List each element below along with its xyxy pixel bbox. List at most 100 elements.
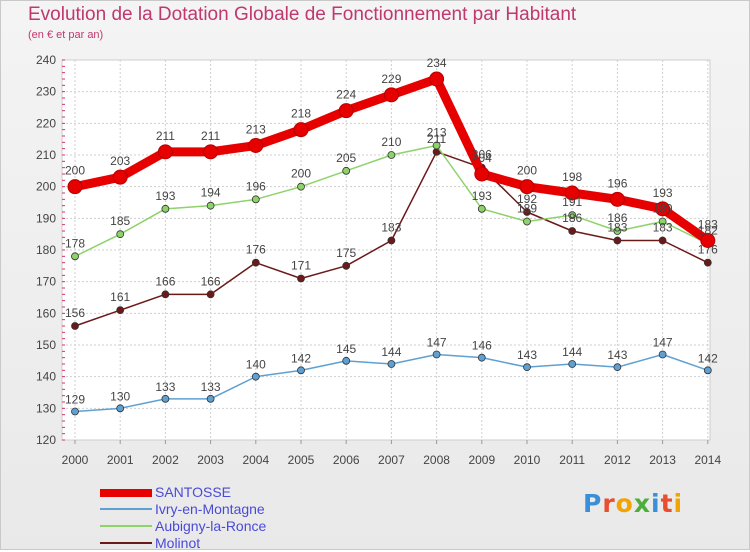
data-point [203, 144, 219, 160]
logo-letter: i [651, 489, 661, 518]
data-point [429, 71, 445, 87]
data-point [700, 233, 716, 248]
data-point [613, 236, 622, 245]
x-tick-label: 2010 [514, 453, 541, 467]
data-point [477, 353, 486, 362]
x-tick-label: 2003 [197, 453, 224, 467]
data-point [613, 363, 622, 372]
y-tick-label: 120 [36, 433, 56, 447]
data-label: 200 [517, 164, 537, 178]
data-label: 194 [201, 186, 221, 200]
data-label: 193 [472, 189, 492, 203]
data-label: 189 [653, 202, 673, 216]
data-label: 147 [653, 336, 673, 350]
x-tick-label: 2012 [604, 453, 631, 467]
data-label: 156 [65, 306, 85, 320]
logo-letter: r [602, 489, 616, 518]
data-label: 193 [653, 186, 673, 200]
data-point [206, 201, 215, 210]
data-label: 192 [517, 192, 537, 206]
data-label: 203 [110, 154, 130, 168]
data-label: 144 [562, 345, 582, 359]
data-point [568, 360, 577, 368]
y-tick-label: 190 [36, 211, 56, 225]
data-point [519, 179, 535, 195]
data-label: 140 [246, 358, 266, 372]
data-point [523, 208, 531, 216]
data-point [342, 166, 351, 175]
data-label: 206 [472, 148, 492, 162]
data-point [116, 404, 125, 413]
logo-letter: o [615, 489, 634, 518]
x-tick-label: 2008 [423, 453, 450, 467]
data-label: 142 [291, 351, 311, 365]
data-label: 198 [562, 170, 582, 184]
data-label: 213 [427, 126, 447, 140]
data-point [477, 204, 486, 213]
x-tick-label: 2005 [288, 453, 315, 467]
logo-letter: x [633, 489, 651, 518]
data-label: 166 [155, 274, 175, 288]
data-point [251, 372, 260, 381]
data-point [206, 394, 215, 403]
data-point [161, 290, 170, 299]
x-tick-label: 2000 [62, 453, 89, 467]
data-label: 143 [517, 348, 537, 362]
data-point [67, 179, 83, 195]
data-label: 183 [607, 221, 627, 235]
legend-label-santosse: SANTOSSE [155, 484, 231, 500]
data-label: 196 [607, 176, 627, 190]
data-label: 183 [698, 218, 718, 232]
data-point [297, 182, 305, 191]
chart-title: Evolution de la Dotation Globale de Fonc… [28, 4, 577, 25]
data-point [71, 322, 79, 330]
data-point [342, 356, 351, 365]
data-label: 185 [110, 214, 130, 228]
data-label: 204 [472, 151, 492, 165]
logo-letter: t [660, 489, 674, 518]
x-tick-label: 2006 [333, 453, 360, 467]
data-label: 176 [246, 243, 266, 257]
data-label: 178 [65, 236, 85, 250]
data-label: 145 [336, 342, 356, 356]
data-point [71, 252, 79, 261]
data-label: 161 [110, 290, 130, 304]
data-point [703, 258, 712, 267]
y-tick-label: 140 [36, 370, 56, 384]
data-point [71, 407, 79, 416]
data-label: 143 [607, 348, 627, 362]
data-label: 193 [155, 189, 175, 203]
data-point [112, 169, 128, 185]
data-label: 186 [607, 211, 627, 225]
data-point [703, 366, 712, 375]
data-point [432, 141, 441, 150]
data-label: 205 [336, 151, 356, 165]
data-point [523, 363, 531, 372]
data-label: 213 [246, 123, 266, 137]
data-point [338, 103, 354, 119]
data-point [383, 87, 399, 103]
data-point [523, 217, 531, 226]
data-label: 229 [381, 72, 401, 86]
data-point [568, 227, 577, 235]
data-point [432, 350, 441, 359]
data-label: 133 [201, 380, 221, 394]
x-tick-label: 2014 [694, 453, 721, 467]
x-tick-label: 2011 [559, 453, 585, 467]
data-label: 234 [427, 56, 447, 70]
data-label: 182 [698, 224, 718, 238]
data-point [293, 122, 309, 138]
data-point [564, 185, 580, 201]
data-label: 211 [156, 129, 175, 143]
y-tick-label: 130 [36, 401, 56, 415]
proxiti-logo: Proxiti [583, 489, 683, 518]
data-label: 200 [65, 164, 85, 178]
data-point [251, 195, 260, 204]
data-point [157, 144, 173, 160]
data-label: 196 [246, 179, 266, 193]
data-point [387, 236, 396, 245]
data-point [474, 166, 490, 182]
legend-swatch-molinot [100, 542, 152, 544]
data-label: 166 [201, 274, 221, 288]
